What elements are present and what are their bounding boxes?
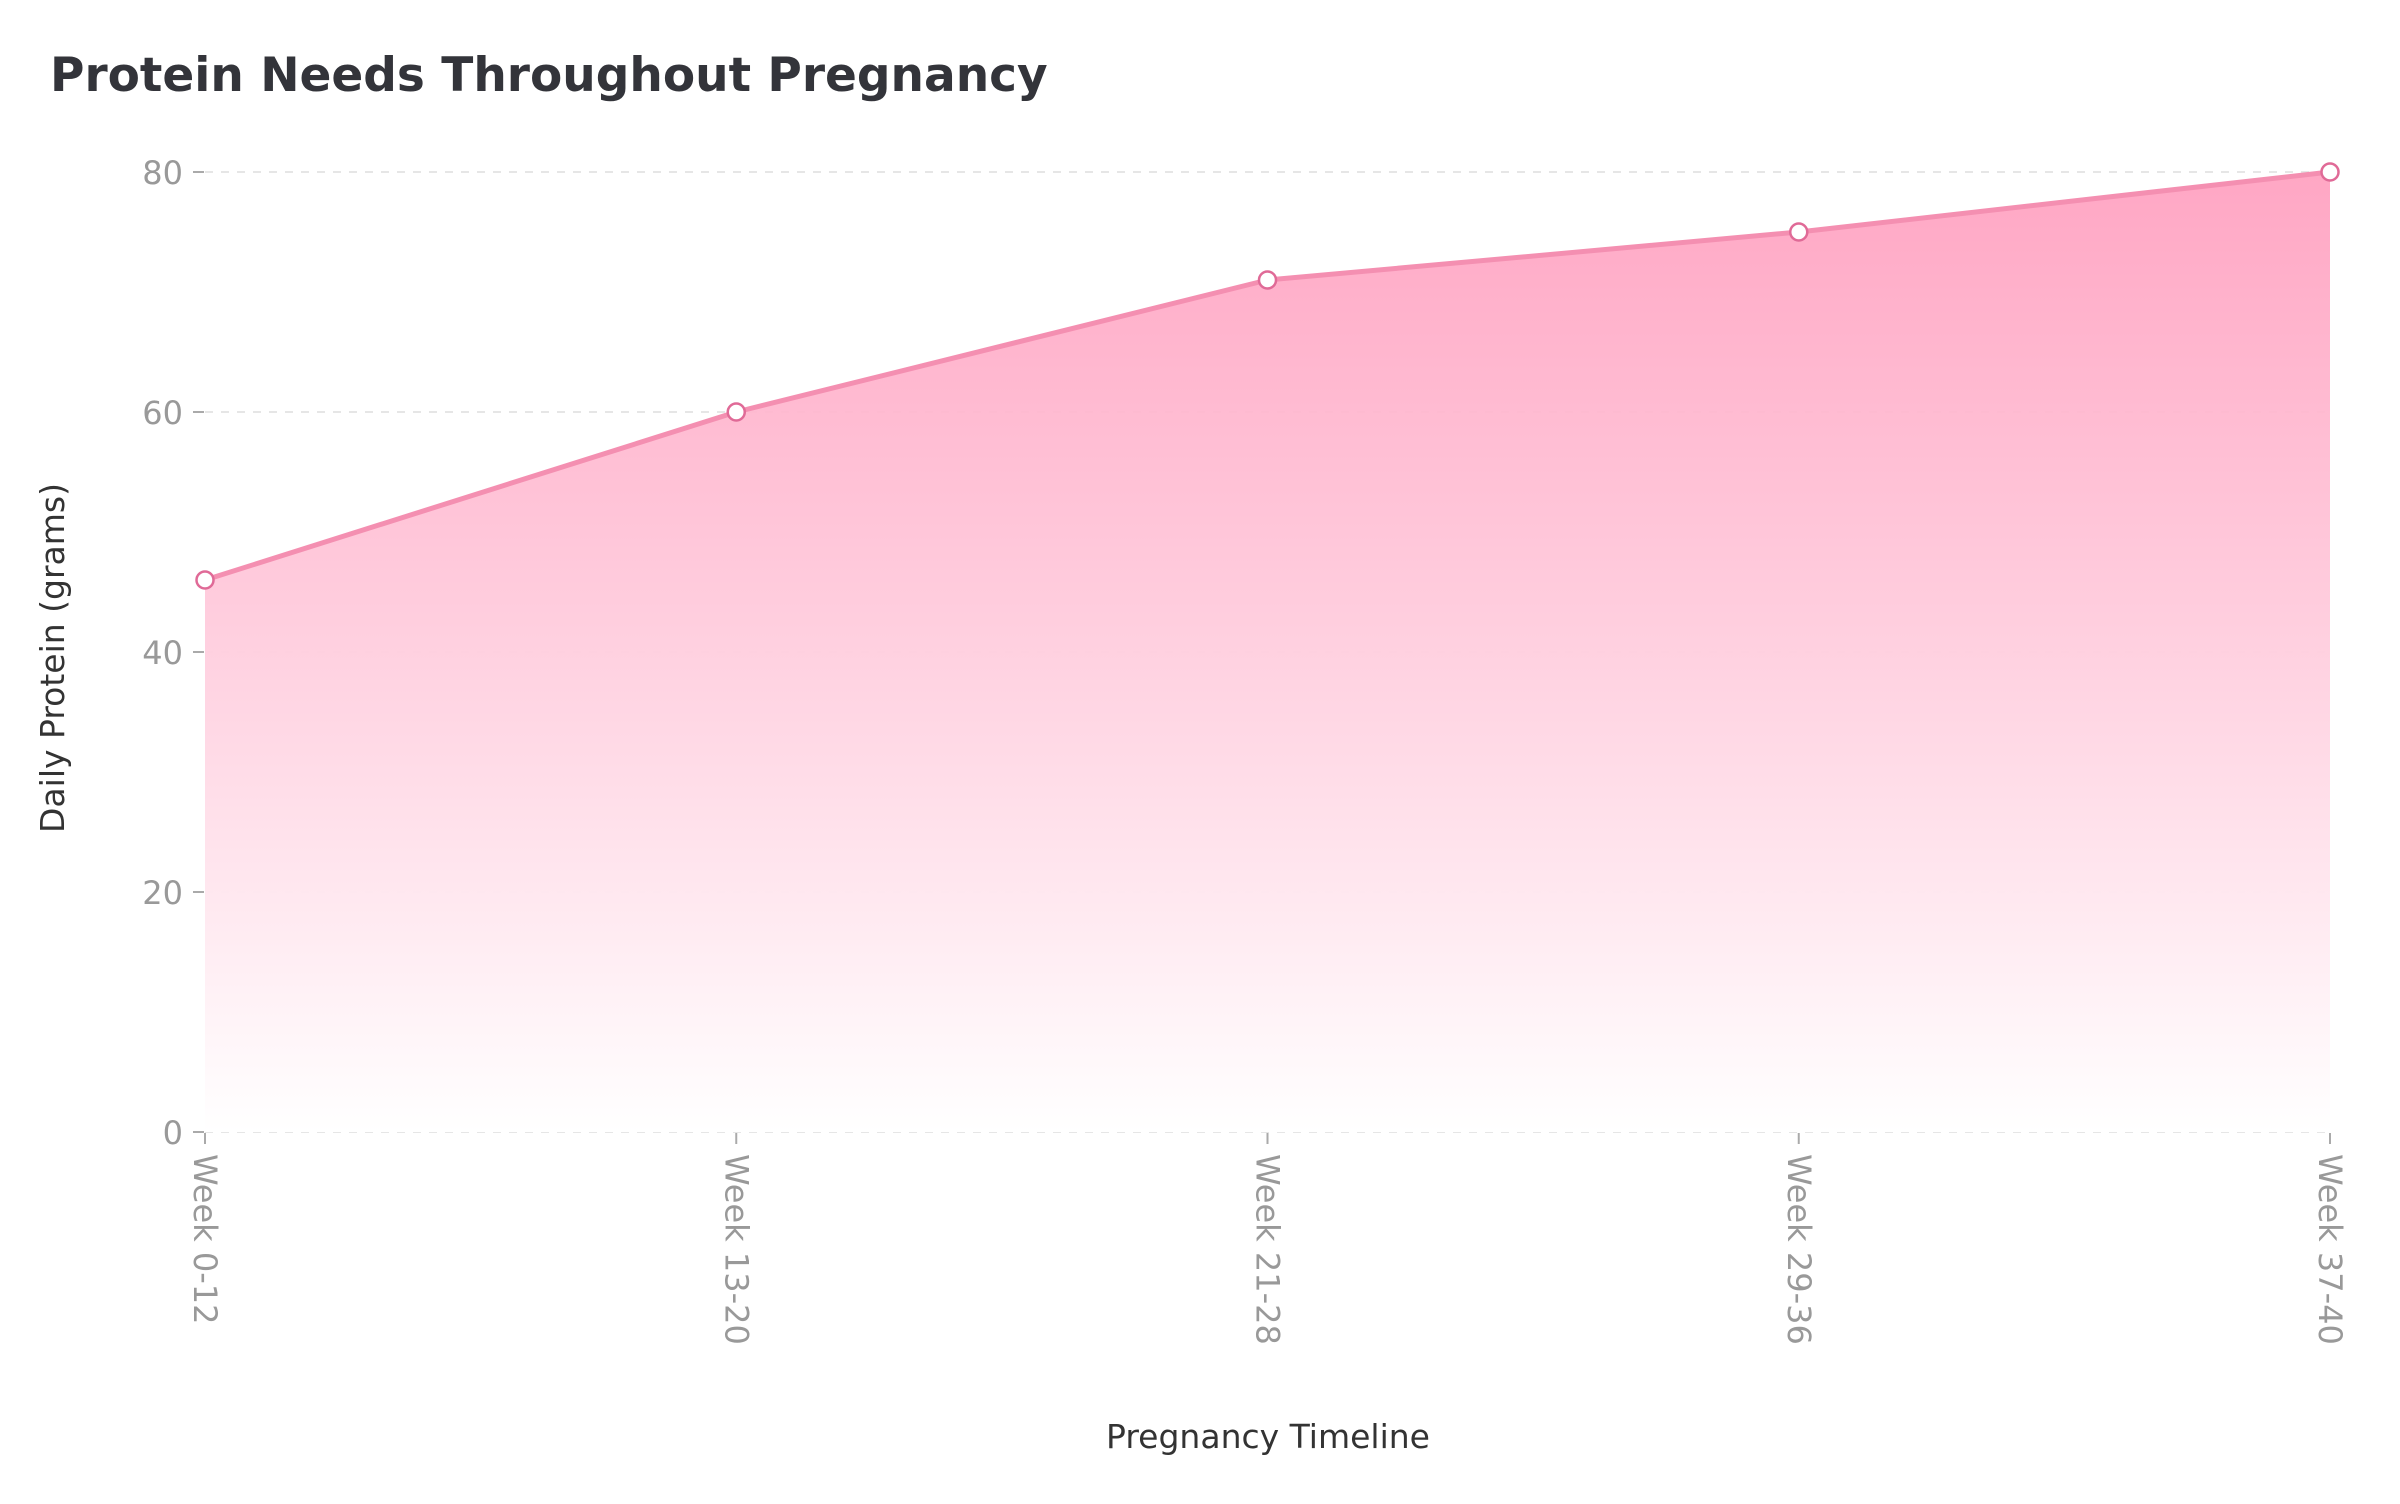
data-point-marker (195, 570, 215, 590)
y-tick-label: 40 (142, 634, 183, 672)
y-tick-label: 60 (142, 394, 183, 432)
y-axis-label: Daily Protein (grams) (33, 483, 72, 833)
y-tick-label: 80 (142, 154, 183, 192)
data-markers (195, 162, 2340, 590)
y-tick-label: 20 (142, 874, 183, 912)
x-axis: Week 0-12 Week 13-20 Week 21-28 Week 29-36 W… (186, 1133, 2349, 1345)
data-point-marker (1789, 222, 1809, 242)
x-tick-label: Week 13-20 (717, 1154, 755, 1345)
x-axis-label: Pregnancy Timeline (1106, 1417, 1430, 1456)
y-axis: 0 20 40 60 80 (142, 154, 204, 1152)
x-tick-label: Week 0-12 (186, 1154, 224, 1324)
x-tick-label: Week 29-36 (1780, 1154, 1818, 1345)
x-tick-label: Week 37-40 (2311, 1154, 2349, 1345)
data-point-marker (1257, 270, 1278, 290)
data-point-marker (726, 402, 746, 422)
y-tick-label: 0 (163, 1114, 183, 1152)
data-point-marker (2320, 162, 2340, 182)
chart-title: Protein Needs Throughout Pregnancy (50, 48, 1048, 103)
series-area-fill (205, 172, 2330, 1132)
x-tick-label: Week 21-28 (1249, 1154, 1287, 1345)
area-fill-layer (205, 172, 2330, 1132)
